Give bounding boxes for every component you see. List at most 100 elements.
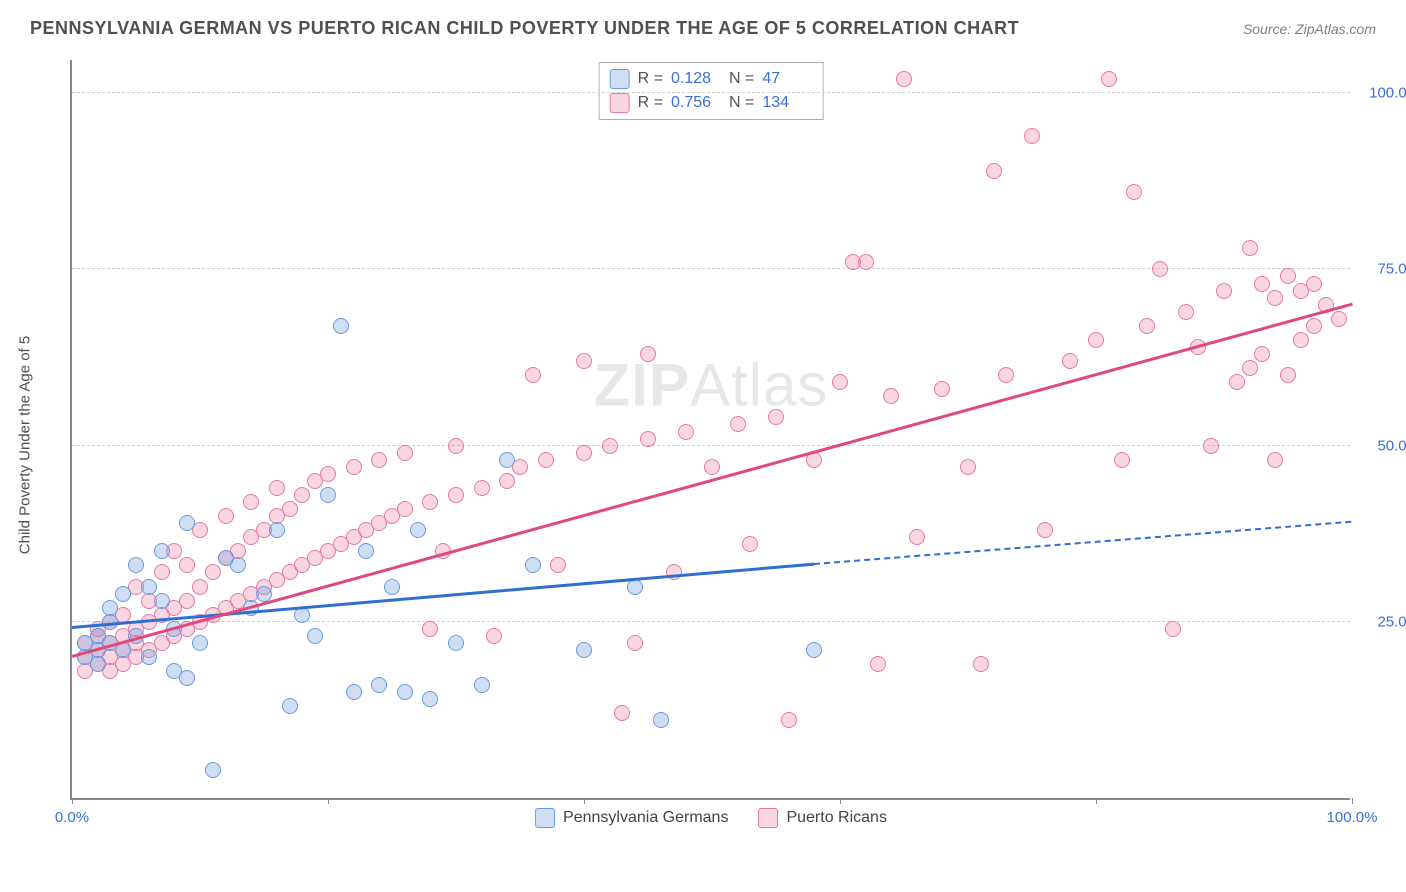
scatter-point [538,452,554,468]
source-prefix: Source: [1243,21,1295,37]
scatter-point [397,501,413,517]
legend-item-series2: Puerto Ricans [758,808,887,828]
legend-r-value-1: 0.128 [671,70,721,88]
chart-title: PENNSYLVANIA GERMAN VS PUERTO RICAN CHIL… [30,18,1019,39]
scatter-point [1152,261,1168,277]
legend-stats-row-2: R = 0.756 N = 134 [610,91,813,115]
scatter-point [768,409,784,425]
legend-swatch-series1-b [535,808,555,828]
scatter-point [1242,360,1258,376]
source-name: ZipAtlas.com [1295,21,1376,37]
scatter-point [666,564,682,580]
scatter-point [550,557,566,573]
scatter-point [371,677,387,693]
scatter-point [128,557,144,573]
scatter-point [1229,374,1245,390]
scatter-point [499,473,515,489]
scatter-point [640,346,656,362]
scatter-point [179,670,195,686]
scatter-point [1293,332,1309,348]
scatter-point [346,459,362,475]
scatter-point [525,367,541,383]
trend-line-extended [814,521,1352,566]
chart-source: Source: ZipAtlas.com [1243,21,1376,37]
scatter-point [410,522,426,538]
scatter-point [115,586,131,602]
legend-label-series1: Pennsylvania Germans [563,809,728,827]
legend-r-label-1: R = [638,70,663,88]
scatter-point [333,318,349,334]
x-tick-mark [72,798,73,804]
watermark-zip: ZIP [594,351,690,418]
scatter-point [230,557,246,573]
scatter-point [422,494,438,510]
scatter-point [909,529,925,545]
scatter-point [653,712,669,728]
scatter-point [320,466,336,482]
legend-n-value-1: 47 [762,70,812,88]
scatter-point [627,579,643,595]
scatter-point [448,438,464,454]
y-tick-label: 50.0% [1377,437,1406,454]
scatter-point [998,367,1014,383]
scatter-point [90,656,106,672]
scatter-point [141,649,157,665]
plot-region: ZIPAtlas R = 0.128 N = 47 R = 0.756 N = … [70,60,1350,800]
legend-series: Pennsylvania Germans Puerto Ricans [535,808,887,828]
scatter-point [1088,332,1104,348]
gridline [72,621,1350,622]
legend-r-value-2: 0.756 [671,94,721,112]
scatter-point [1178,304,1194,320]
y-axis-label: Child Poverty Under the Age of 5 [17,336,34,554]
scatter-point [346,684,362,700]
scatter-point [1114,452,1130,468]
scatter-point [499,452,515,468]
scatter-point [102,600,118,616]
scatter-point [781,712,797,728]
scatter-point [243,494,259,510]
watermark: ZIPAtlas [594,350,829,419]
scatter-point [525,557,541,573]
scatter-point [282,698,298,714]
scatter-point [1254,276,1270,292]
scatter-point [218,508,234,524]
scatter-point [486,628,502,644]
scatter-point [1267,290,1283,306]
scatter-point [205,564,221,580]
scatter-point [960,459,976,475]
scatter-point [1203,438,1219,454]
legend-n-value-2: 134 [762,94,812,112]
x-tick-label: 0.0% [55,809,89,826]
scatter-point [282,501,298,517]
scatter-point [1280,367,1296,383]
scatter-point [896,71,912,87]
scatter-point [1101,71,1117,87]
scatter-point [474,677,490,693]
scatter-point [973,656,989,672]
scatter-point [678,424,694,440]
legend-n-label-1: N = [729,70,754,88]
x-tick-mark [328,798,329,804]
scatter-point [1139,318,1155,334]
scatter-point [358,543,374,559]
scatter-point [832,374,848,390]
scatter-point [397,445,413,461]
legend-swatch-series2 [610,93,630,113]
x-tick-mark [1096,798,1097,804]
scatter-point [422,691,438,707]
scatter-point [986,163,1002,179]
scatter-point [422,621,438,637]
scatter-point [154,593,170,609]
scatter-point [179,593,195,609]
scatter-point [474,480,490,496]
scatter-point [576,445,592,461]
scatter-point [307,628,323,644]
scatter-point [154,543,170,559]
scatter-point [448,487,464,503]
scatter-point [602,438,618,454]
scatter-point [627,635,643,651]
scatter-point [806,642,822,658]
scatter-point [870,656,886,672]
scatter-point [192,579,208,595]
scatter-point [858,254,874,270]
